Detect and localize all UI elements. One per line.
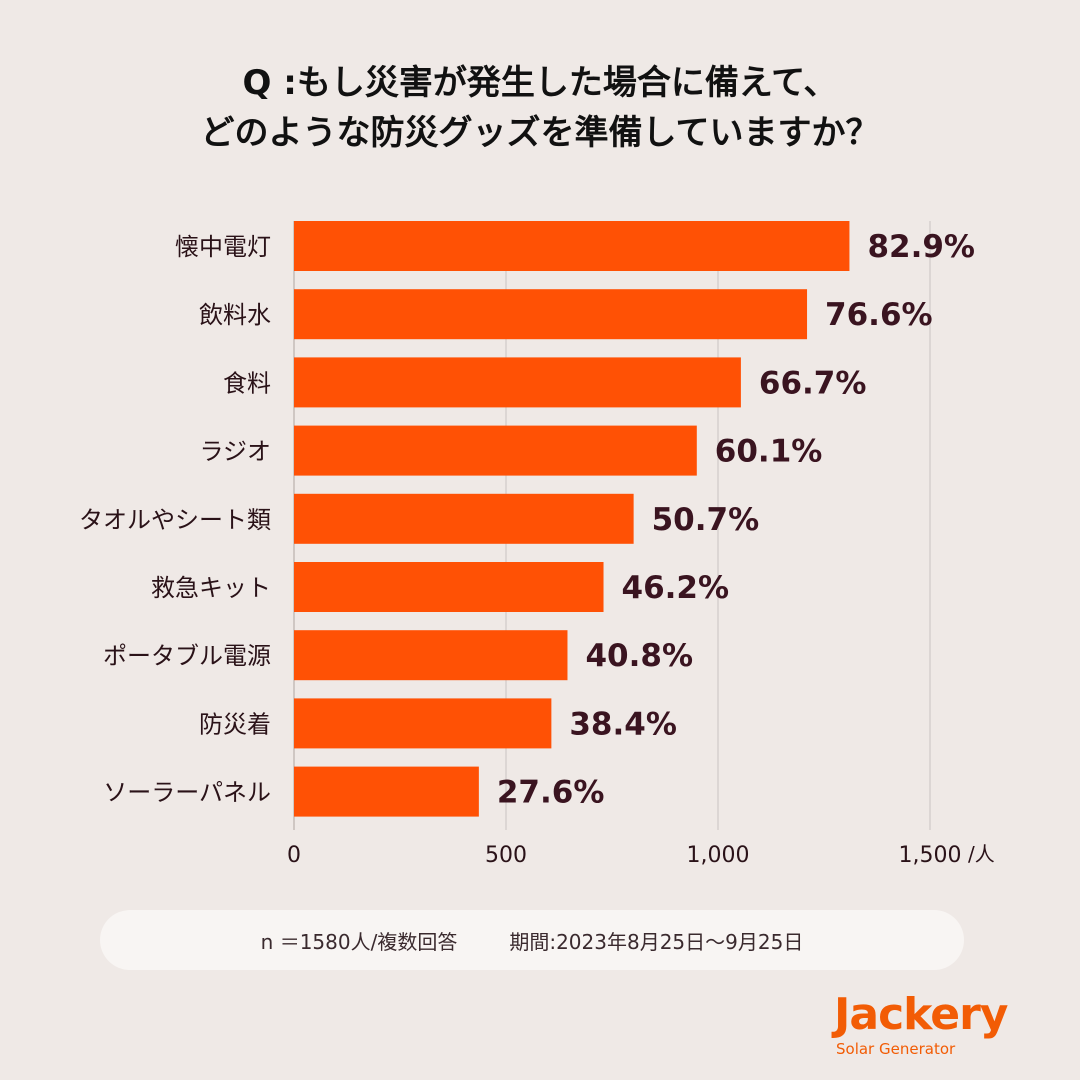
- x-tick-label: 1,500: [899, 843, 962, 868]
- brand-logo: Jackery Solar Generator: [834, 989, 1044, 1059]
- bar: [294, 630, 568, 681]
- category-label: ポータブル電源: [103, 642, 271, 670]
- category-label: 防災着: [199, 710, 271, 738]
- category-label: 懐中電灯: [175, 233, 271, 261]
- sample-size-text: n ＝1580人/複数回答: [260, 929, 458, 954]
- x-tick-label: 0: [287, 843, 301, 868]
- bar: [294, 289, 808, 340]
- category-label: ソーラーパネル: [103, 779, 271, 807]
- data-label: 76.6%: [825, 297, 933, 333]
- category-label: ラジオ: [199, 438, 271, 466]
- category-label: 救急キット: [151, 574, 271, 602]
- bar: [294, 493, 634, 544]
- data-label: 82.9%: [867, 229, 975, 265]
- data-label: 66.7%: [759, 365, 867, 401]
- bar: [294, 698, 552, 749]
- brand-tagline: Solar Generator: [836, 1040, 956, 1058]
- title-line-1: Q :もし災害が発生した場合に備えて、: [242, 63, 838, 103]
- brand-name: Jackery: [834, 989, 1008, 1040]
- bar-chart: 懐中電灯 82.9% 飲料水 76.6% 食料 66.7% ラジオ 60.1% タオルやシート類…: [79, 221, 995, 868]
- data-label: 46.2%: [622, 570, 730, 606]
- data-label: 38.4%: [569, 706, 677, 742]
- bar: [294, 562, 604, 612]
- x-tick-label: 500: [485, 843, 527, 868]
- category-label: タオルやシート類: [79, 506, 271, 534]
- data-label: 60.1%: [715, 434, 823, 470]
- bar: [294, 766, 479, 817]
- bar: [294, 221, 850, 271]
- x-tick-label: 1,000: [687, 843, 750, 868]
- bar: [294, 425, 697, 476]
- survey-note: n ＝1580人/複数回答 期間:2023年8月25日〜9月25日: [100, 910, 964, 970]
- title-line-2: どのような防災グッズを準備していますか？: [200, 113, 880, 153]
- survey-period-text: 期間:2023年8月25日〜9月25日: [509, 929, 804, 954]
- category-label: 飲料水: [199, 301, 271, 329]
- data-label: 40.8%: [585, 638, 693, 674]
- bar: [294, 357, 741, 408]
- chart-title: Q :もし災害が発生した場合に備えて、 どのような防災グッズを準備していますか？: [0, 58, 1080, 158]
- data-label: 27.6%: [497, 775, 605, 811]
- x-unit-label: /人: [968, 842, 995, 866]
- category-label: 食料: [223, 369, 271, 397]
- data-label: 50.7%: [652, 502, 760, 538]
